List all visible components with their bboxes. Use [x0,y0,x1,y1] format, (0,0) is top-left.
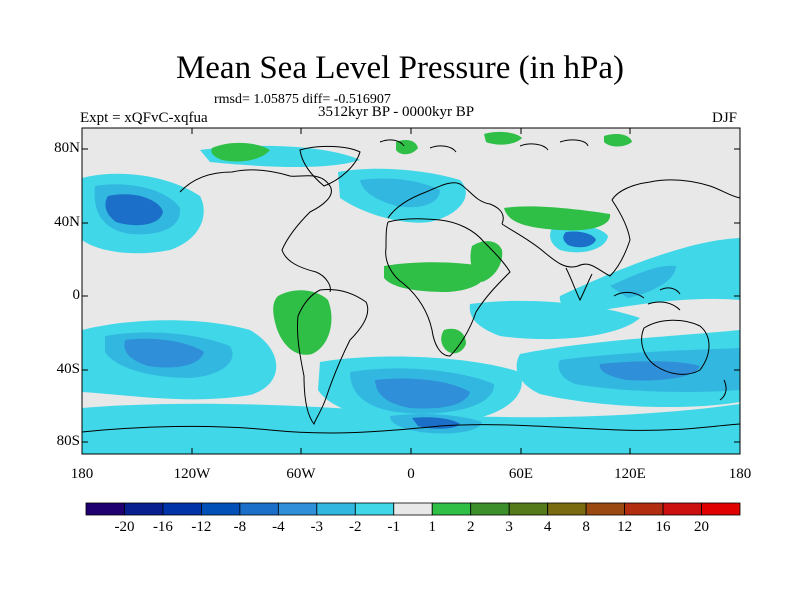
negative-anomaly-regions [82,145,740,454]
colorbar-tick-label: 8 [582,519,590,535]
arctic-high-3 [604,134,632,147]
colorbar-swatch [85,502,125,516]
tibet-low-core [563,231,596,248]
colorbar-swatch [201,502,241,516]
north-atlantic-low-mid [360,178,440,208]
sahara-high [384,262,486,292]
south-africa-high [441,328,466,354]
southeast-asia-islands [613,287,681,311]
colorbar-swatch [124,502,164,516]
africa-coast [385,218,511,357]
colorbar-tick-label: -20 [114,519,135,535]
north-pacific-low-core [105,194,163,226]
colorbar-tick-label: -4 [272,519,285,535]
colorbar-swatch [316,502,356,516]
south-america-coast [297,289,369,426]
lon-label-60e: 60E [508,466,534,482]
lon-label-60w: 60W [286,466,316,482]
lon-label-120e: 120E [614,466,646,482]
colorbar-tick-label: -1 [387,519,401,535]
colorbar [85,502,741,516]
period-label: 3512kyr BP - 0000kyr BP [318,104,475,120]
antarctica-coast [81,423,741,434]
colorbar-tick-label: -3 [310,519,324,535]
colorbar-swatch [393,502,433,516]
colorbar-tick-label: 20 [694,519,710,535]
arctic-islands [379,139,589,153]
colorbar-tick-label: 2 [466,519,475,535]
lon-label-120w: 120W [173,466,211,482]
experiment-label: Expt = xQFvC-xqfua [80,110,208,126]
colorbar-tick-label: -16 [152,519,173,535]
colorbar-swatch [508,502,549,516]
colorbar-swatch [662,502,702,516]
australia-coast [641,319,710,375]
new-zealand [719,379,727,401]
indian-subcontinent [565,267,593,302]
colorbar-swatch [431,502,472,516]
south-atlantic-low-core [375,378,470,409]
lat-label-80s: 80S [56,433,80,449]
east-africa-high [470,241,503,282]
colorbar-tick-label: 3 [505,519,513,535]
asia-coast [501,179,741,277]
amazon-high [273,290,332,355]
lon-label-0: 0 [407,466,415,482]
greenland-coast [299,145,361,187]
colorbar-tick-label: -2 [349,519,362,535]
map-panel [81,127,741,455]
lat-label-eq: 0 [72,287,81,303]
indian-ocean-band [469,300,640,340]
colorbar-tick-label: -8 [233,519,247,535]
lon-label-180w: 180 [70,466,94,482]
colorbar-swatch [701,502,741,516]
colorbar-swatch [239,502,279,516]
arctic-high-2 [484,131,522,145]
colorbar-swatch [354,502,395,516]
indo-pacific-band-core [610,265,676,298]
colorbar-swatch [470,502,510,516]
map-title: Mean Sea Level Pressure (in hPa) [175,50,625,86]
colorbar-tick-label: 1 [428,519,436,535]
longitude-ticks [81,128,741,454]
middle-east-high [504,206,611,231]
colorbar-swatch [162,502,202,516]
europe-coast [387,182,504,225]
season-label: DJF [712,110,738,126]
south-pacific-low-core [124,338,204,368]
lon-label-180e: 180 [728,466,752,482]
colorbar-tick-label: 12 [617,519,633,535]
colorbar-swatch [585,502,625,516]
north-america-coast [179,169,332,293]
stats-line: rmsd= 1.05875 diff= -0.516907 [214,92,391,107]
latitude-ticks [82,148,740,443]
colorbar-tick-label: 16 [655,519,671,535]
colorbar-swatch [277,502,318,516]
colorbar-tick-label: -12 [191,519,212,535]
colorbar-swatch [624,502,664,516]
south-indian-low-core [599,361,700,381]
colorbar-tick-label: 4 [543,519,552,535]
coastlines [81,139,741,434]
greenland-high [211,142,270,162]
lat-label-40n: 40N [54,214,80,230]
lat-label-40s: 40S [56,361,80,377]
lat-label-80n: 80N [54,140,80,156]
colorbar-swatch [547,502,587,516]
